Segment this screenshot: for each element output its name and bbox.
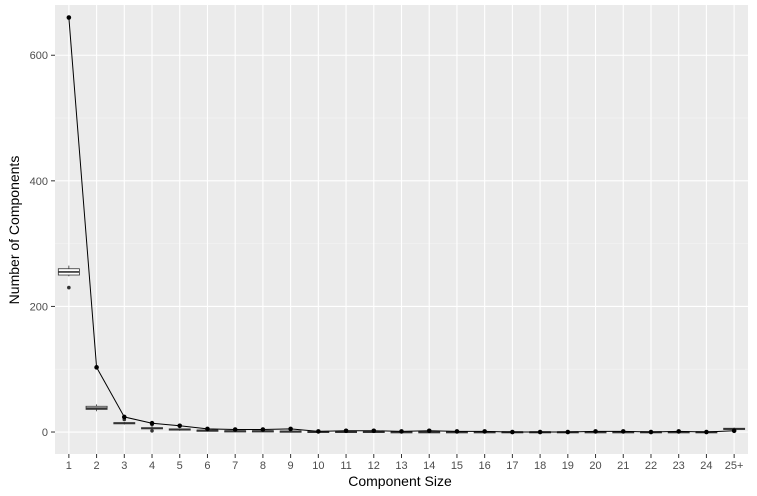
data-point-12 <box>371 428 377 434</box>
data-point-2 <box>94 365 99 370</box>
series <box>66 15 737 435</box>
data-point-16 <box>482 429 487 434</box>
data-point-3 <box>122 414 127 420</box>
data-point-18 <box>537 429 543 435</box>
data-point-14 <box>426 428 432 434</box>
data-point-7 <box>232 427 238 432</box>
x-tick-label: 19 <box>562 460 574 472</box>
x-tick-label: 1 <box>66 460 72 472</box>
x-tick-label: 22 <box>645 460 657 472</box>
data-point-10 <box>316 429 321 434</box>
x-tick-label: 4 <box>149 460 155 472</box>
y-axis: 0 200 400 600 <box>30 50 55 439</box>
boxplot-outlier <box>150 428 154 433</box>
y-tick-label: 0 <box>42 427 48 439</box>
boxplot-1 <box>57 265 80 290</box>
data-point-20 <box>593 429 598 434</box>
x-tick-label: 6 <box>204 460 210 472</box>
x-tick-label: 10 <box>312 460 324 472</box>
data-point-9 <box>288 426 293 432</box>
x-tick-label: 2 <box>94 460 100 472</box>
data-point-5 <box>177 423 183 429</box>
x-tick-label: 9 <box>288 460 294 472</box>
data-point-22 <box>648 429 654 435</box>
y-tick-label: 200 <box>30 301 48 313</box>
x-tick-label: 7 <box>232 460 238 472</box>
x-tick-label: 14 <box>423 460 435 472</box>
y-tick-label: 400 <box>30 176 48 188</box>
x-tick-label: 5 <box>177 460 183 472</box>
data-point-17 <box>510 429 515 435</box>
x-axis: 1 2 3 4 5 6 7 8 9 10 11 12 13 14 15 16 17 18 19 20 21 22 23 24 2… <box>66 454 744 472</box>
x-tick-label: 11 <box>340 460 351 472</box>
x-tick-label: 13 <box>395 460 407 472</box>
y-axis-title: Number of Components <box>6 156 22 305</box>
y-tick-label: 600 <box>30 50 48 62</box>
data-point-1 <box>66 15 72 20</box>
x-tick-label: 18 <box>534 460 546 472</box>
data-point-15 <box>454 429 460 434</box>
x-tick-label: 23 <box>673 460 685 472</box>
boxplot-outlier <box>67 285 71 290</box>
data-point-8 <box>260 427 266 432</box>
x-tick-label: 25+ <box>725 460 744 472</box>
data-point-19 <box>565 429 571 435</box>
grid-major <box>55 5 748 454</box>
x-tick-label: 24 <box>700 460 712 472</box>
data-point-4 <box>149 420 155 426</box>
boxplot-3 <box>113 417 136 425</box>
x-tick-label: 21 <box>617 460 629 472</box>
x-tick-label: 3 <box>121 460 127 472</box>
boxplot-5 <box>168 428 191 431</box>
x-tick-label: 12 <box>368 460 380 472</box>
data-point-11 <box>343 428 349 434</box>
data-point-13 <box>399 429 404 434</box>
x-tick-label: 16 <box>479 460 491 472</box>
data-point-21 <box>620 429 626 434</box>
x-tick-label: 8 <box>260 460 266 472</box>
data-point-23 <box>676 429 681 434</box>
x-tick-label: 15 <box>451 460 463 472</box>
data-point-6 <box>205 426 210 432</box>
x-tick-label: 17 <box>506 460 518 472</box>
data-point-24 <box>704 429 709 435</box>
x-axis-title: Component Size <box>348 473 452 489</box>
boxplot-2 <box>85 404 108 412</box>
x-tick-label: 20 <box>589 460 601 472</box>
data-point-25+ <box>731 428 737 434</box>
